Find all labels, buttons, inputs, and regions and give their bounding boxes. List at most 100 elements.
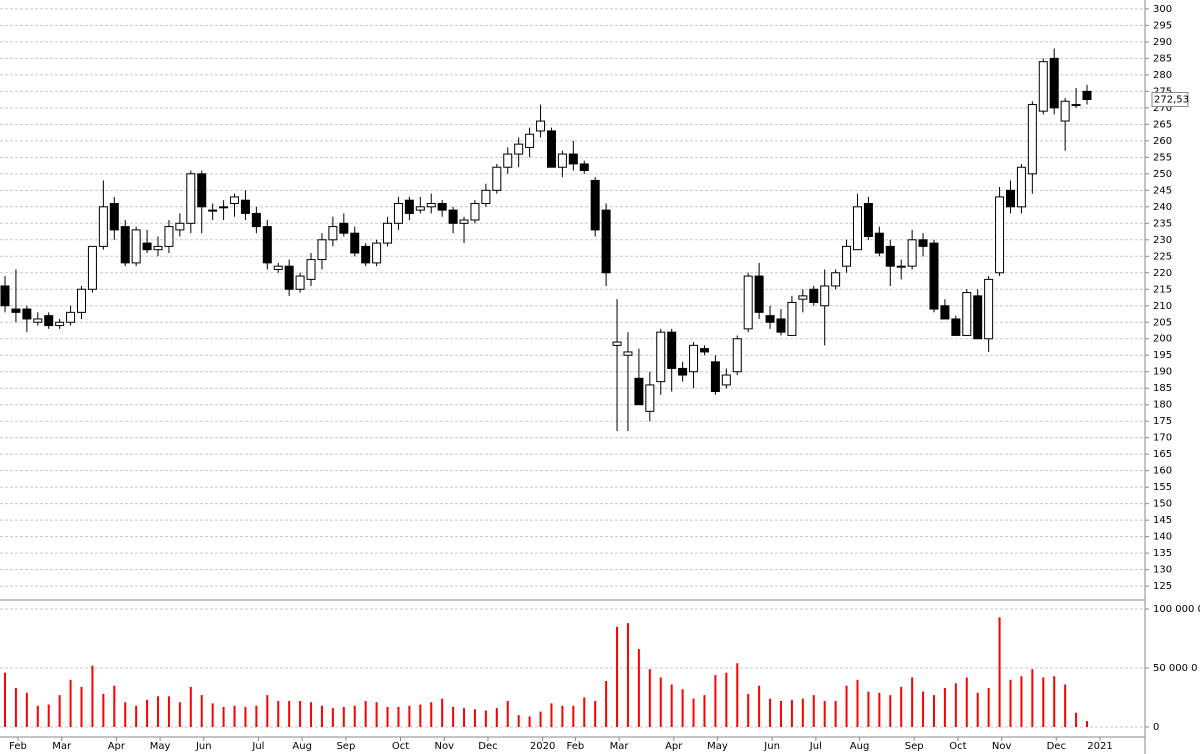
y-tick-label: 180: [1153, 400, 1172, 411]
candle-body: [765, 315, 775, 323]
volume-bar: [113, 685, 116, 727]
x-tick-label: Nov: [992, 741, 1012, 752]
candle-body: [951, 318, 961, 336]
x-tick-label: Jun: [195, 741, 212, 752]
volume-bar: [528, 716, 531, 727]
candle-body: [1027, 104, 1037, 175]
candle-body: [623, 351, 633, 356]
candle-body: [557, 153, 567, 168]
volume-bar: [1042, 677, 1045, 727]
candle-body: [885, 245, 895, 267]
x-tick-label: Aug: [292, 741, 312, 752]
volume-bar: [506, 701, 509, 727]
volume-bar: [452, 706, 455, 727]
x-tick-label: Apr: [108, 741, 126, 752]
volume-bar: [211, 703, 214, 727]
candle-body: [404, 199, 414, 214]
y-tick-label: 290: [1153, 37, 1172, 48]
volume-bar: [463, 708, 466, 727]
candle-body: [22, 308, 32, 320]
candle-body: [1082, 90, 1092, 101]
candle-body: [568, 153, 578, 165]
volume-bar: [69, 679, 72, 727]
candle-body: [142, 242, 152, 251]
last-price-label: 272,53: [1154, 95, 1189, 106]
candle-body: [852, 206, 862, 251]
volume-bar: [583, 697, 586, 727]
volume-bar: [244, 706, 247, 727]
volume-bar: [1075, 712, 1078, 727]
candle-body: [907, 239, 917, 267]
volume-bar: [364, 701, 367, 727]
volume-bar: [801, 698, 804, 727]
y-tick-label: 100 000 0: [1153, 604, 1200, 615]
volume-bar: [659, 677, 662, 727]
candle-body: [383, 222, 393, 244]
volume-bar: [397, 706, 400, 727]
volume-bar: [495, 708, 498, 727]
volume-bar: [441, 698, 444, 727]
candle-body: [44, 315, 54, 327]
volume-bar: [484, 710, 487, 727]
volume-bar: [233, 705, 236, 727]
volume-bar: [1053, 676, 1056, 727]
volume-bar: [288, 701, 291, 727]
candle-body: [492, 166, 502, 191]
y-tick-label: 220: [1153, 268, 1172, 279]
candle-body: [896, 265, 906, 268]
candle-body: [328, 226, 338, 241]
volume-bar: [124, 702, 127, 727]
volume-bar: [419, 704, 422, 727]
volume-bar: [178, 702, 181, 727]
candle-body: [361, 245, 371, 264]
volume-bar: [222, 706, 225, 727]
volume-bar: [605, 680, 608, 727]
volume-bar: [747, 693, 750, 727]
volume-bar: [943, 688, 946, 727]
volume-bar: [932, 695, 935, 727]
candle-body: [350, 232, 360, 254]
volume-bar: [4, 672, 6, 727]
y-tick-label: 250: [1153, 169, 1172, 180]
candle-body: [306, 259, 316, 280]
candle-body: [109, 203, 119, 231]
candle-body: [634, 377, 644, 406]
volume-bar: [1020, 676, 1023, 727]
candle-body: [940, 305, 950, 320]
candle-body: [219, 206, 229, 209]
candle-body: [601, 209, 611, 274]
x-tick-label: 2020: [530, 741, 555, 752]
x-tick-label: Sep: [336, 741, 355, 752]
volume-bar: [91, 665, 94, 727]
volume-bar: [189, 686, 192, 727]
volume-bar: [135, 705, 138, 727]
x-tick-label: Oct: [392, 741, 409, 752]
volume-bar: [834, 701, 837, 727]
candle-body: [295, 275, 305, 290]
volume-bar: [386, 706, 389, 727]
y-tick-label: 170: [1153, 433, 1172, 444]
x-tick-label: Feb: [9, 741, 27, 752]
volume-bar: [626, 623, 629, 727]
x-tick-label: Mar: [610, 741, 630, 752]
candle-body: [984, 278, 994, 340]
volume-bar: [616, 626, 619, 727]
candle-body: [197, 173, 207, 208]
last-price-box: [1151, 92, 1189, 108]
volume-bar: [255, 705, 258, 727]
candle-body: [514, 143, 524, 155]
y-tick-label: 205: [1153, 317, 1172, 328]
candle-body: [448, 209, 458, 224]
candle-body: [776, 318, 786, 333]
volume-bar: [146, 699, 149, 727]
y-tick-label: 0: [1153, 722, 1159, 733]
volume-bar: [408, 705, 411, 727]
candle-body: [284, 265, 294, 290]
volume-bar: [845, 685, 848, 727]
y-tick-label: 210: [1153, 301, 1172, 312]
volume-bar: [670, 684, 673, 727]
x-tick-label: Aug: [850, 741, 870, 752]
volume-bar: [517, 715, 520, 727]
volume-bar: [200, 695, 203, 727]
candle-body: [11, 308, 21, 313]
